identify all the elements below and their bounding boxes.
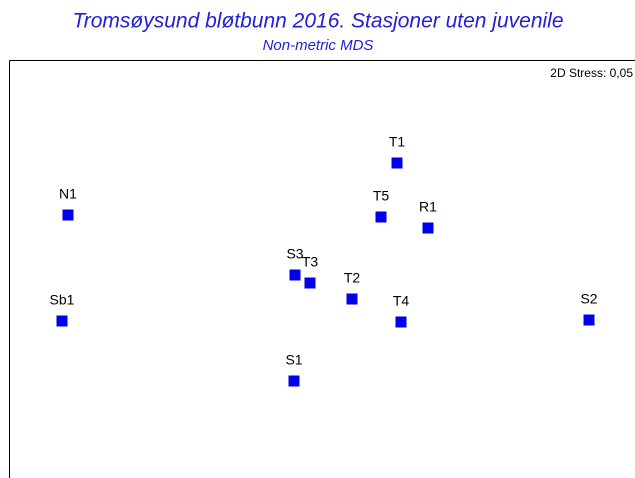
point-label: T5 (373, 188, 390, 204)
point-label: S1 (285, 352, 302, 368)
stress-annotation: 2D Stress: 0,05 (550, 66, 633, 80)
point (583, 314, 595, 326)
point (304, 277, 316, 289)
point-label: T3 (302, 254, 319, 270)
point (288, 375, 300, 387)
point (289, 269, 301, 281)
point-label: Sb1 (50, 292, 75, 308)
point-label: S3 (286, 246, 303, 262)
point-label: T1 (389, 134, 406, 150)
point (375, 211, 387, 223)
point (395, 316, 407, 328)
point-label: T2 (344, 270, 361, 286)
point-label: T4 (393, 293, 410, 309)
chart-subtitle: Non-metric MDS (263, 37, 374, 54)
point (56, 315, 68, 327)
point-label: N1 (59, 186, 77, 202)
point-label: S2 (580, 291, 597, 307)
point (346, 293, 358, 305)
point-label: R1 (419, 199, 437, 215)
chart-title: Tromsøysund bløtbunn 2016. Stasjoner ute… (72, 10, 563, 33)
point (422, 222, 434, 234)
point (62, 209, 74, 221)
point (391, 157, 403, 169)
